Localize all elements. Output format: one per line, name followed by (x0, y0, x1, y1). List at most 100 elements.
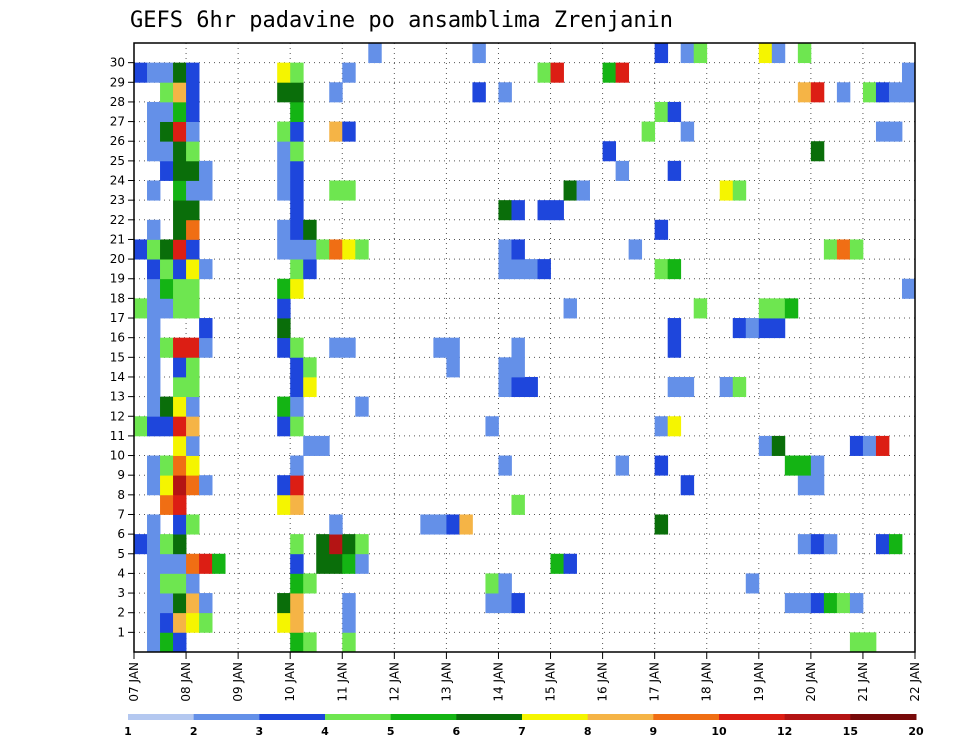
colorbar-legend: 1 2 3 4 5 6 7 8 9 10 12 15 20 (124, 714, 924, 738)
heatmap-cell (563, 553, 577, 574)
heatmap-cell (316, 435, 330, 456)
heatmap-cell (901, 62, 916, 83)
heatmap-cell (290, 632, 304, 653)
heatmap-cell (498, 376, 512, 398)
heatmap-cell (147, 514, 161, 535)
heatmap-cell (875, 435, 890, 456)
heatmap-cell (355, 239, 369, 260)
colorbar-tick-label: 8 (584, 725, 592, 738)
heatmap-cell (745, 318, 760, 339)
heatmap-cell (134, 416, 148, 437)
heatmap-cell (810, 141, 825, 162)
heatmap-cell (290, 82, 304, 103)
heatmap-cell (901, 82, 916, 103)
heatmap-cell (758, 298, 773, 319)
heatmap-cell (277, 239, 291, 260)
heatmap-cell (186, 612, 200, 633)
heatmap-cell (277, 396, 291, 417)
heatmap-cell (693, 43, 708, 64)
heatmap-cell (342, 593, 356, 614)
heatmap-cell (615, 62, 630, 83)
plot-frame (133, 42, 916, 653)
colorbar-segment (259, 714, 326, 720)
heatmap-cell (329, 553, 343, 574)
colorbar-segment (325, 714, 392, 720)
colorbar-tick-label: 9 (650, 725, 658, 738)
y-tick-label: 17 (110, 311, 125, 325)
x-tick-label: 12 JAN (387, 662, 401, 702)
heatmap-cell (277, 160, 291, 181)
heatmap-cell (199, 337, 213, 358)
heatmap-cell (524, 376, 538, 398)
heatmap-cell (173, 62, 187, 83)
heatmap-cell (199, 180, 213, 201)
heatmap-cell (212, 553, 226, 574)
x-tick-label: 17 JAN (648, 662, 662, 702)
heatmap-cell (719, 376, 734, 398)
heatmap-cell (199, 553, 213, 574)
colorbar-segment (719, 714, 786, 720)
heatmap-cell (511, 357, 525, 378)
heatmap-cell (654, 514, 669, 535)
heatmap-cell (160, 239, 174, 260)
heatmap-cell (654, 43, 669, 64)
heatmap-cell (290, 475, 304, 496)
heatmap-cell (888, 82, 903, 103)
y-tick-label: 19 (110, 272, 125, 286)
heatmap-cell (498, 239, 512, 260)
heatmap-cell (342, 239, 356, 260)
heatmap-cell (550, 553, 564, 574)
heatmap-cell (173, 396, 187, 417)
heatmap-cell (329, 180, 343, 201)
heatmap-cell (277, 593, 291, 614)
heatmap-cell (433, 514, 447, 535)
heatmap-cell (277, 219, 291, 240)
y-tick-label: 14 (110, 370, 125, 384)
heatmap-cell (290, 573, 304, 594)
heatmap-cell (277, 475, 291, 496)
heatmap-cell (849, 593, 864, 614)
heatmap-cell (654, 259, 669, 280)
heatmap-cell (147, 553, 161, 574)
heatmap-cell (823, 534, 838, 555)
heatmap-cell (134, 534, 148, 555)
heatmap-cell (186, 514, 200, 535)
heatmap-cell (316, 239, 330, 260)
heatmap-cell (186, 573, 200, 594)
colorbar-tick-label: 1 (124, 725, 132, 738)
heatmap-cell (459, 514, 473, 535)
heatmap-cell (290, 121, 304, 142)
y-tick-label: 18 (110, 291, 125, 305)
heatmap-cell (160, 612, 174, 633)
heatmap-cell (173, 239, 187, 260)
heatmap-cell (524, 259, 538, 280)
x-tick-label: 16 JAN (596, 662, 610, 702)
heatmap-cell (329, 82, 343, 103)
colorbar-segment (522, 714, 589, 720)
heatmap-cell (667, 416, 682, 437)
heatmap-cell (160, 534, 174, 555)
heatmap-cell (186, 298, 200, 319)
heatmap-cell (342, 553, 356, 574)
y-axis: 1234567891011121314151617181920212223242… (110, 56, 134, 639)
heatmap-cell (823, 239, 838, 260)
heatmap-cell (147, 534, 161, 555)
heatmap-cell (290, 278, 304, 299)
heatmap-cell (186, 278, 200, 299)
colorbar-tick-label: 15 (843, 725, 858, 738)
y-tick-label: 9 (117, 468, 125, 482)
heatmap-cell (147, 239, 161, 260)
heatmap-cell (290, 553, 304, 574)
heatmap-cell (784, 593, 799, 614)
heatmap-cell (186, 101, 200, 122)
y-tick-label: 28 (110, 95, 125, 109)
heatmap-cell (277, 337, 291, 358)
heatmap-cell (277, 62, 291, 83)
y-tick-label: 11 (110, 429, 125, 443)
heatmap-cell (173, 278, 187, 299)
heatmap-cell (186, 553, 200, 574)
heatmap-cell (303, 573, 317, 594)
heatmap-cell (615, 455, 630, 476)
heatmap-cell (329, 239, 343, 260)
